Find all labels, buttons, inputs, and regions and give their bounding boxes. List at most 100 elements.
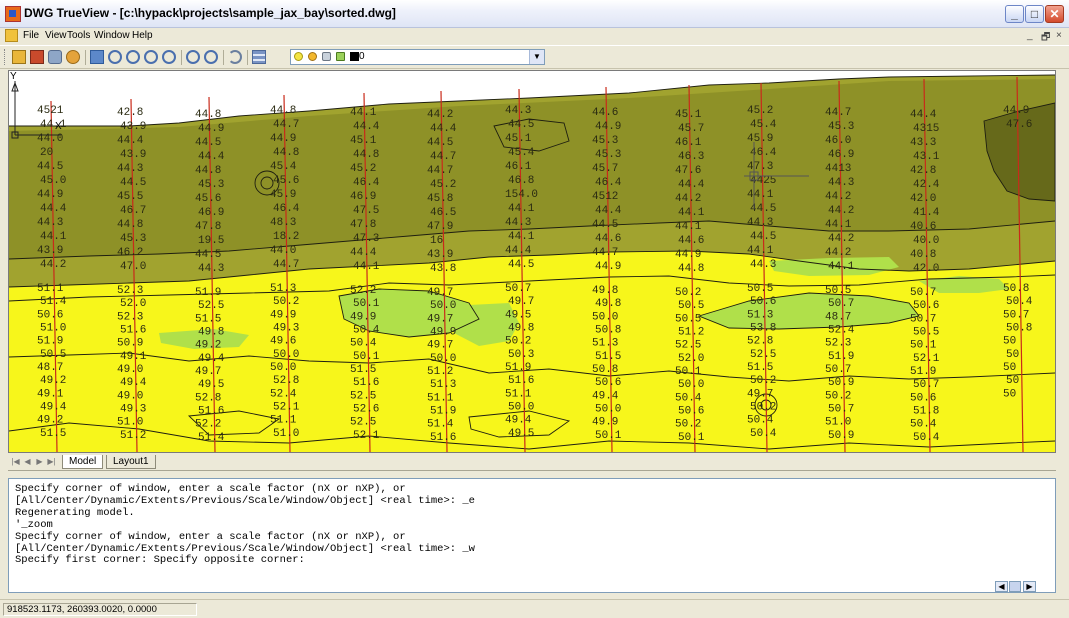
- sounding-label: 43.9: [427, 249, 453, 261]
- sounding-label: 52.8: [747, 336, 773, 348]
- orbit-icon[interactable]: [228, 50, 242, 64]
- crosshair-cursor: [744, 142, 809, 209]
- sounding-label: 49.0: [117, 390, 143, 402]
- scroll-right-button[interactable]: ▶: [1023, 581, 1036, 592]
- drawing-canvas[interactable]: 4521 44.1 44.0 20 44.5 45.0 44.9 44.4 44.3 44.1 43…: [8, 70, 1056, 453]
- bulb-icon[interactable]: [294, 52, 303, 61]
- command-input[interactable]: [10, 579, 990, 591]
- sounding-label: 50.5: [40, 349, 66, 361]
- sounding-label: 46.9: [828, 149, 854, 161]
- sounding-label: 52.5: [750, 349, 776, 361]
- sounding-label: 44.8: [195, 109, 221, 121]
- zoom-out-icon[interactable]: [204, 50, 218, 64]
- sounding-label: 42.4: [913, 179, 940, 191]
- tab-layout1[interactable]: Layout1: [106, 455, 156, 469]
- survey-track-line: [838, 80, 846, 452]
- sounding-label: 50: [1003, 362, 1016, 374]
- mdi-restore-button[interactable]: 🗗: [1041, 32, 1051, 43]
- survey-track-line: [440, 90, 448, 452]
- mdi-close-button[interactable]: ×: [1056, 30, 1062, 41]
- mdi-minimize-button[interactable]: _: [1027, 30, 1033, 41]
- sounding-label: 50.1: [678, 432, 705, 444]
- next-tab-button[interactable]: ▶: [36, 457, 43, 466]
- sounding-label: 43.9: [37, 245, 63, 257]
- contour-map[interactable]: 4521 44.1 44.0 20 44.5 45.0 44.9 44.4 44.3 44.1 43…: [9, 71, 1055, 452]
- scroll-thumb[interactable]: [1009, 581, 1021, 592]
- last-tab-button[interactable]: ▶|: [47, 457, 56, 466]
- toolbar-grip[interactable]: [4, 49, 8, 65]
- sounding-label: 50.6: [595, 377, 621, 389]
- sounding-label: 42.8: [910, 165, 936, 177]
- sounding-label: 50: [1003, 388, 1016, 400]
- sounding-label: 51.3: [592, 338, 618, 350]
- sounding-label: 51.8: [913, 406, 939, 418]
- sounding-label: 50.3: [508, 349, 534, 361]
- sounding-label: 50.7: [910, 313, 936, 325]
- sounding-label: 45.5: [117, 191, 143, 203]
- sounding-label: 45.3: [592, 135, 618, 147]
- sounding-label: 50.0: [430, 353, 456, 365]
- sounding-label: 51.1: [270, 415, 297, 427]
- sounding-label: 44.3: [505, 217, 531, 229]
- minimize-button[interactable]: _: [1005, 5, 1024, 23]
- sounding-label: 50.8: [1006, 323, 1032, 335]
- publish-icon[interactable]: [30, 50, 44, 64]
- sounding-label: 49.4: [198, 353, 225, 365]
- sounding-label: 41.4: [913, 207, 940, 219]
- sounding-label: 44.5: [508, 119, 534, 131]
- sounding-label: 44.7: [273, 119, 299, 131]
- sounding-label: 45.0: [40, 175, 66, 187]
- menu-help[interactable]: Help: [132, 30, 153, 41]
- close-button[interactable]: ✕: [1045, 5, 1064, 23]
- sounding-label: 51.5: [195, 313, 221, 325]
- layer-dropdown[interactable]: 0 ▼: [290, 49, 545, 65]
- sounding-label: 52.6: [353, 404, 379, 416]
- sounding-label: 43.9: [120, 121, 146, 133]
- sounding-label: 50.1: [675, 366, 702, 378]
- sounding-label: 44.4: [40, 203, 67, 215]
- sounding-label: 44.3: [828, 177, 854, 189]
- maximize-button[interactable]: □: [1025, 5, 1044, 23]
- sounding-label: 45.8: [427, 193, 453, 205]
- open-icon[interactable]: [12, 50, 26, 64]
- sounding-label: 44.3: [117, 163, 143, 175]
- zoom-realtime-icon[interactable]: [108, 50, 122, 64]
- zoom-previous-icon[interactable]: [162, 50, 176, 64]
- sounding-label: 44.2: [675, 193, 701, 205]
- sounding-label: 51.1: [37, 283, 64, 295]
- sounding-label: 44.8: [353, 149, 379, 161]
- menu-file[interactable]: File: [23, 30, 40, 41]
- sounding-label: 49.1: [37, 388, 64, 400]
- batch-plot-icon[interactable]: [48, 50, 62, 64]
- sounding-label: 50.8: [592, 364, 618, 376]
- zoom-in-icon[interactable]: [186, 50, 200, 64]
- sounding-label: 44.2: [828, 205, 854, 217]
- tab-model[interactable]: Model: [62, 455, 104, 469]
- app-icon[interactable]: [5, 6, 21, 22]
- sun-icon[interactable]: [308, 52, 318, 61]
- sounding-label: 44.1: [747, 245, 774, 257]
- darker-zone: [9, 79, 1055, 259]
- layers-icon[interactable]: [252, 50, 266, 64]
- document-icon[interactable]: [5, 29, 18, 42]
- sounding-label: 45.9: [270, 189, 296, 201]
- prev-tab-button[interactable]: ◀: [24, 457, 31, 466]
- sounding-label: 44.1: [40, 119, 67, 131]
- sounding-label: 50.5: [747, 283, 773, 295]
- markup-icon[interactable]: [66, 50, 80, 64]
- plot-icon[interactable]: [336, 52, 346, 61]
- pan-icon[interactable]: [90, 50, 104, 64]
- sounding-label: 51.9: [910, 366, 936, 378]
- zoom-extents-icon[interactable]: [144, 50, 158, 64]
- menu-tools[interactable]: Tools: [67, 30, 91, 41]
- sounding-label: 16: [430, 235, 443, 247]
- zoom-window-icon[interactable]: [126, 50, 140, 64]
- chevron-down-icon[interactable]: ▼: [529, 50, 544, 64]
- first-tab-button[interactable]: |◀: [11, 457, 20, 466]
- lock-icon[interactable]: [322, 52, 332, 61]
- sounding-label: 46.2: [117, 247, 143, 259]
- menu-window[interactable]: Window: [94, 30, 130, 41]
- command-scrollbar[interactable]: ◀ ▶: [995, 581, 1051, 592]
- scroll-left-button[interactable]: ◀: [995, 581, 1008, 592]
- menu-view[interactable]: View: [45, 30, 67, 41]
